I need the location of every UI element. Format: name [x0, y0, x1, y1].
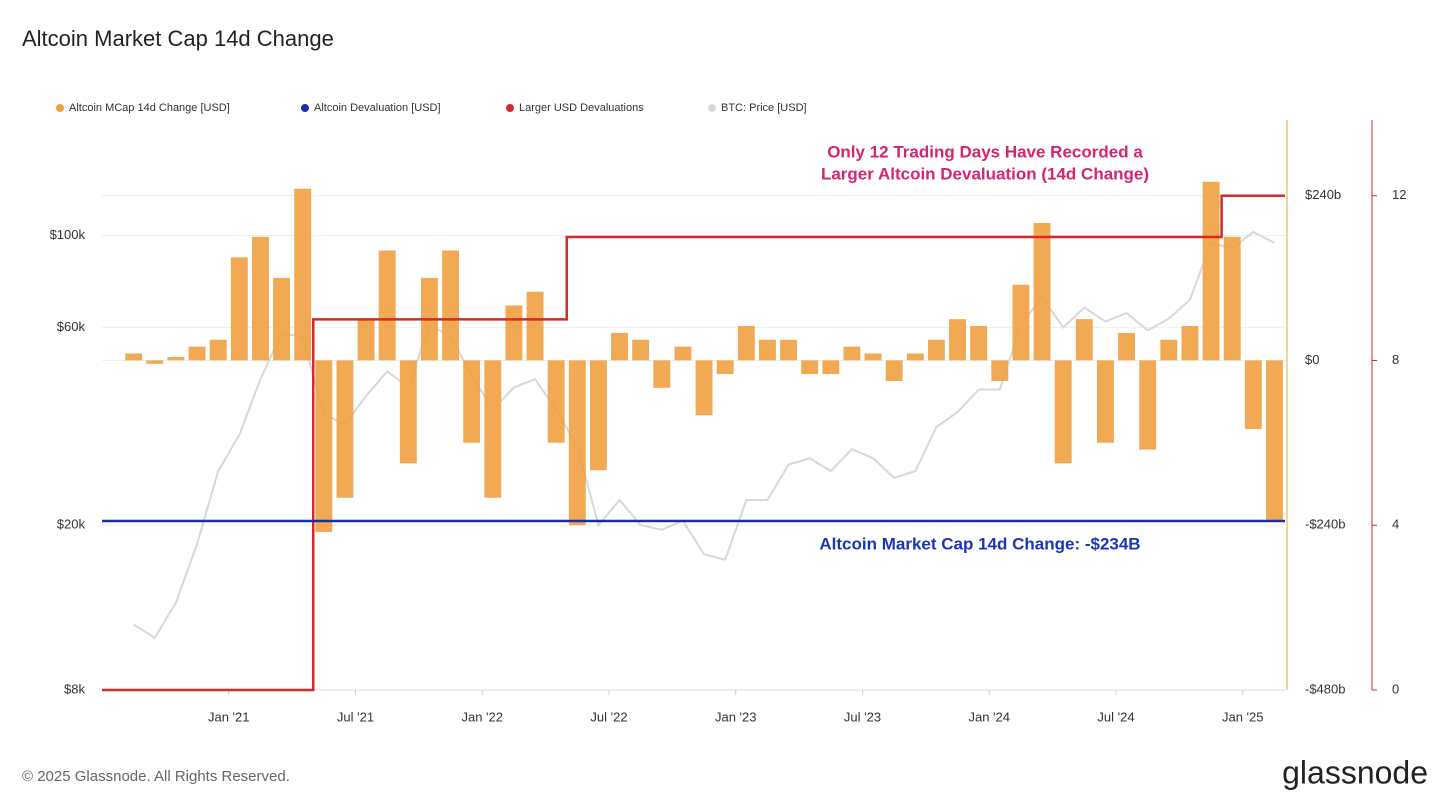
- bar: [653, 360, 671, 388]
- y3-tick-label: 12: [1392, 187, 1406, 202]
- chart-title: Altcoin Market Cap 14d Change: [22, 26, 334, 51]
- legend-swatch: [301, 104, 309, 112]
- bar: [146, 360, 164, 364]
- bar: [505, 305, 523, 361]
- bar: [780, 339, 798, 361]
- bar: [1160, 339, 1178, 361]
- bar: [970, 326, 988, 361]
- bar: [737, 326, 755, 361]
- bar: [822, 360, 840, 375]
- y-tick-label: $100k: [50, 227, 86, 242]
- bar: [547, 360, 565, 443]
- y2-tick-label: $0: [1305, 352, 1319, 367]
- y3-tick-label: 4: [1392, 517, 1399, 532]
- bar: [1139, 360, 1157, 450]
- bar: [1244, 360, 1262, 430]
- bar: [526, 291, 544, 361]
- bar: [273, 277, 291, 361]
- x-tick-label: Jul '22: [590, 709, 627, 724]
- x-tick-label: Jan '24: [968, 709, 1010, 724]
- bar: [1012, 284, 1030, 361]
- bar: [442, 250, 460, 361]
- bar: [695, 360, 713, 416]
- bar: [1096, 360, 1114, 443]
- bar: [1118, 332, 1136, 361]
- bar: [1075, 319, 1093, 361]
- bar: [843, 346, 861, 361]
- bar: [611, 332, 629, 361]
- bar: [251, 236, 269, 361]
- bar: [315, 360, 333, 533]
- bar: [864, 353, 882, 361]
- bar: [167, 356, 185, 361]
- bar: [716, 360, 734, 375]
- legend-label: Altcoin Devaluation [USD]: [314, 102, 441, 114]
- x-tick-label: Jul '23: [844, 709, 881, 724]
- legend-label: BTC: Price [USD]: [721, 102, 807, 114]
- bar: [885, 360, 903, 381]
- bar: [1181, 326, 1199, 361]
- bar: [949, 319, 967, 361]
- bar: [357, 319, 375, 361]
- bar: [632, 339, 650, 361]
- bar: [758, 339, 776, 361]
- y3-tick-label: 0: [1392, 681, 1399, 696]
- bar: [906, 353, 924, 361]
- y2-tick-label: $240b: [1305, 187, 1341, 202]
- bar: [991, 360, 1009, 381]
- bar: [1202, 181, 1220, 361]
- y3-tick-label: 8: [1392, 352, 1399, 367]
- bar: [1223, 236, 1241, 361]
- legend-label: Altcoin MCap 14d Change [USD]: [69, 102, 230, 114]
- y-tick-label: $20k: [57, 517, 86, 532]
- x-tick-label: Jul '24: [1097, 709, 1134, 724]
- bar: [1033, 223, 1051, 361]
- bar: [589, 360, 607, 471]
- footer: © 2025 Glassnode. All Rights Reserved.: [22, 768, 290, 785]
- brand-logo: glassnode: [1282, 754, 1428, 790]
- bar: [230, 257, 248, 361]
- bar: [378, 250, 396, 361]
- legend-swatch: [708, 104, 716, 112]
- legend-swatch: [506, 104, 514, 112]
- annotation: Altcoin Market Cap 14d Change: -$234B: [819, 534, 1140, 553]
- bar: [484, 360, 502, 498]
- x-tick-label: Jul '21: [337, 709, 374, 724]
- annotation: Only 12 Trading Days Have Recorded a: [827, 142, 1143, 161]
- bar: [188, 346, 206, 361]
- y-tick-label: $60k: [57, 319, 86, 334]
- bar: [674, 346, 692, 361]
- annotation: Larger Altcoin Devaluation (14d Change): [821, 164, 1149, 183]
- bar: [568, 360, 586, 526]
- bar: [336, 360, 354, 498]
- bar: [927, 339, 945, 361]
- bar: [801, 360, 819, 375]
- bar: [209, 339, 227, 361]
- step-line: [102, 194, 1285, 692]
- x-tick-label: Jan '22: [461, 709, 503, 724]
- y2-tick-label: -$240b: [1305, 517, 1345, 532]
- x-tick-label: Jan '21: [208, 709, 250, 724]
- x-tick-label: Jan '25: [1222, 709, 1264, 724]
- bar: [1054, 360, 1072, 464]
- bar: [399, 360, 417, 464]
- legend-label: Larger USD Devaluations: [519, 102, 644, 114]
- y2-tick-label: -$480b: [1305, 681, 1345, 696]
- y-tick-label: $8k: [64, 681, 85, 696]
- x-tick-label: Jan '23: [715, 709, 757, 724]
- bar: [1265, 360, 1283, 522]
- bar: [125, 353, 143, 361]
- legend-swatch: [56, 104, 64, 112]
- bar: [463, 360, 481, 443]
- bar: [294, 188, 312, 361]
